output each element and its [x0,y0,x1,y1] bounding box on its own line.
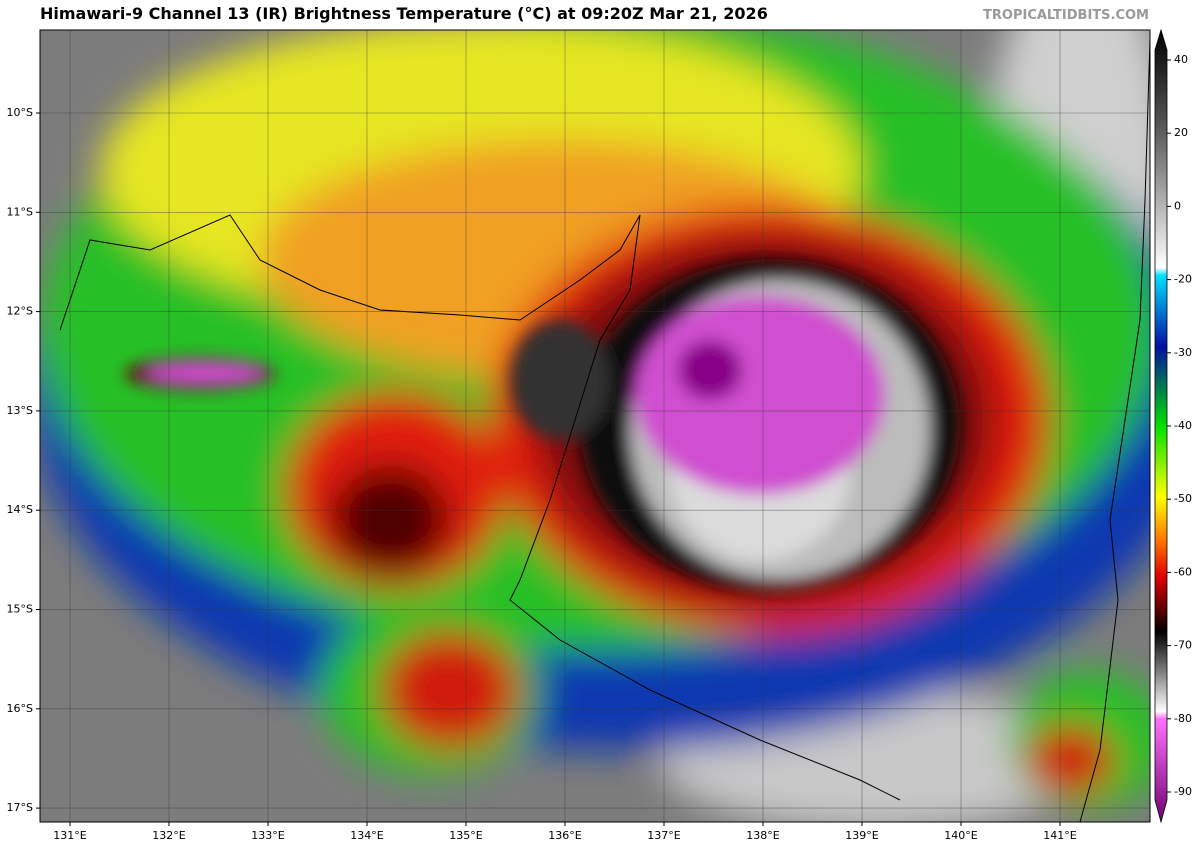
colorbar-label: -90 [1174,785,1192,798]
lat-label: 17°S [7,801,33,814]
lon-label: 138°E [746,829,779,842]
colorbar-label: 0 [1174,199,1181,212]
lon-label: 133°E [251,829,284,842]
title: Himawari-9 Channel 13 (IR) Brightness Te… [40,4,768,23]
coastline [59,39,1150,822]
lat-label: 14°S [7,503,33,516]
lon-label: 134°E [350,829,383,842]
lon-label: 137°E [647,829,680,842]
lon-label: 139°E [845,829,878,842]
lat-label: 11°S [7,205,33,218]
colorbar-label: -40 [1174,419,1192,432]
colorbar-label: 40 [1174,53,1188,66]
lon-label: 141°E [1043,829,1076,842]
lat-label: 12°S [7,305,33,318]
lon-label: 132°E [152,829,185,842]
lon-label: 136°E [548,829,581,842]
lat-label: 10°S [7,106,33,119]
lat-label: 13°S [7,404,33,417]
map-frame [39,29,1151,823]
colorbar [1154,28,1168,824]
colorbar-label: -50 [1174,492,1192,505]
colorbar-label: -20 [1174,273,1192,286]
imagery [40,30,1150,822]
lat-label: 15°S [7,603,33,616]
lon-label: 140°E [944,829,977,842]
colorbar-label: 20 [1174,126,1188,139]
colorbar-label: -70 [1174,639,1192,652]
lat-label: 16°S [7,702,33,715]
colorbar-label: -80 [1174,712,1192,725]
lon-label: 135°E [449,829,482,842]
colorbar-label: -60 [1174,565,1192,578]
lon-label: 131°E [53,829,86,842]
colorbar-label: -30 [1174,346,1192,359]
watermark: TROPICALTIDBITS.COM [983,8,1149,23]
